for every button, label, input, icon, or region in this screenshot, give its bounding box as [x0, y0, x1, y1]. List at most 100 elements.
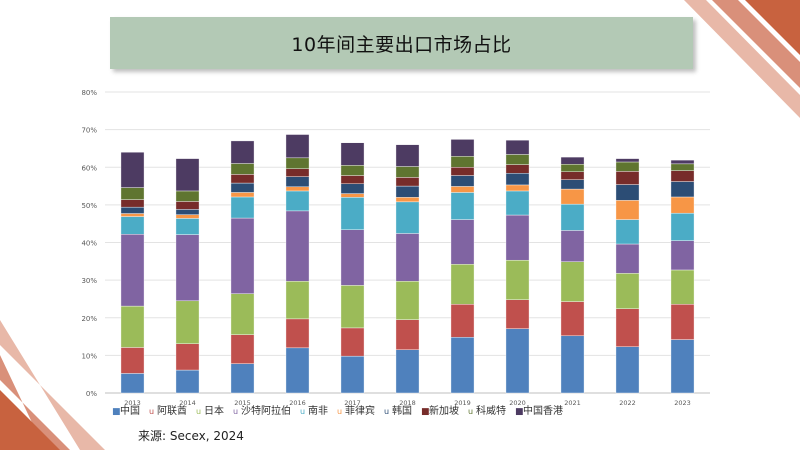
bar-segment [340, 285, 365, 329]
x-tick-label: 2019 [454, 399, 471, 407]
bar-segment [505, 259, 530, 300]
bar-segment [670, 159, 695, 165]
bar-segment [505, 139, 530, 155]
bar-segment [505, 328, 530, 394]
bar-segment [230, 334, 255, 364]
bar-segment [120, 206, 145, 214]
x-axis: 2013 2014 2015 2016 2017 2018 2019 2020 2021 2022… [124, 399, 691, 407]
legend-label: 阿联酋 [157, 404, 187, 417]
bar-segment [340, 165, 365, 176]
bar-segment [285, 318, 310, 349]
x-tick-label: 2014 [179, 399, 196, 407]
y-tick-label: 40% [81, 240, 97, 248]
bar-segment [120, 151, 145, 188]
bar-segment [670, 170, 695, 182]
legend-marker: u [337, 407, 342, 416]
bar-segment [120, 373, 145, 394]
bar-segment [340, 327, 365, 357]
bar-segment [560, 261, 585, 302]
bar-segment [560, 179, 585, 190]
top-right-stripe-dark [745, 0, 800, 55]
bar-segment [285, 157, 310, 169]
x-tick-label: 2013 [124, 399, 141, 407]
bar-segment [670, 196, 695, 214]
bar-segment [450, 264, 475, 305]
bar-segment [230, 363, 255, 394]
bar-segment [285, 281, 310, 320]
bar-segment [175, 209, 200, 215]
bar-segment [505, 173, 530, 186]
bar-segment [615, 273, 640, 309]
bar-segment [120, 234, 145, 307]
legend-marker: u [384, 407, 389, 416]
bar-segment [340, 193, 365, 198]
bar-segment [615, 158, 640, 163]
bar-segment [450, 175, 475, 187]
bar-segment [340, 197, 365, 230]
bar-segment [340, 142, 365, 166]
bar-segment [395, 233, 420, 282]
y-tick-label: 10% [81, 352, 97, 360]
bar-segment [285, 347, 310, 394]
bar-segment [395, 185, 420, 198]
bar-segment [615, 200, 640, 220]
source-note: 来源: Secex, 2024 [138, 429, 244, 443]
bar-segment [395, 144, 420, 167]
top-right-stripe-mid [712, 0, 800, 88]
legend-label: 中国 [120, 404, 140, 417]
bar-segment [450, 139, 475, 157]
bar-segment [450, 304, 475, 338]
bar-segment [615, 346, 640, 394]
bar-segment [230, 174, 255, 184]
bar-segment [340, 355, 365, 394]
bar-segment [230, 163, 255, 175]
bar-segment [285, 190, 310, 212]
bar-segment [120, 347, 145, 374]
bar-segment [285, 186, 310, 192]
bar-segment [560, 156, 585, 165]
bar-segment [120, 305, 145, 348]
legend-marker: ■ [421, 407, 430, 417]
bar-segment [175, 300, 200, 344]
bar-segment [175, 158, 200, 192]
bar-segment [560, 335, 585, 394]
bar-segment [450, 167, 475, 176]
bar-segment [450, 192, 475, 220]
bar-segment [230, 140, 255, 164]
bar-segment [505, 184, 530, 192]
y-tick-label: 20% [81, 315, 97, 323]
bar-segment [175, 201, 200, 210]
y-tick-label: 80% [81, 89, 97, 97]
bar-segment [670, 304, 695, 340]
legend-marker: ■ [112, 407, 121, 417]
title-banner: 10年间主要出口市场占比 [110, 17, 693, 69]
bar-segment [285, 134, 310, 159]
bar-segment [395, 177, 420, 187]
bar-segment [670, 163, 695, 171]
legend-marker: u [233, 407, 238, 416]
bar-segment [230, 192, 255, 198]
bar-segment [505, 190, 530, 216]
bar-segment [230, 182, 255, 193]
legend-marker: u [300, 407, 305, 416]
bar-segment [395, 201, 420, 234]
bar-segment [120, 213, 145, 217]
bar-segment [120, 216, 145, 235]
y-tick-label: 60% [81, 164, 97, 172]
x-tick-label: 2017 [344, 399, 361, 407]
legend-marker: ■ [515, 407, 524, 417]
y-axis: 0% 10% 20% 30% 40% 50% 60% 70% 80% [81, 89, 97, 398]
x-tick-label: 2021 [564, 399, 581, 407]
bar-segment [670, 181, 695, 198]
bar-segment [230, 196, 255, 219]
chart-legend: ■ 中国 u 阿联酋 u 日本 u 沙特阿拉伯 u 南非 u 菲律宾 u 韩国 ■ 新加坡 u 科威特 ■ 中国香港 [112, 404, 563, 417]
bar-segment [285, 168, 310, 177]
bar-segment [670, 212, 695, 241]
bar-segment [285, 210, 310, 282]
bar-segment [395, 197, 420, 203]
x-tick-label: 2022 [619, 399, 636, 407]
legend-label: 中国香港 [523, 404, 563, 417]
bar-segment [450, 156, 475, 168]
bar-segment [670, 339, 695, 394]
